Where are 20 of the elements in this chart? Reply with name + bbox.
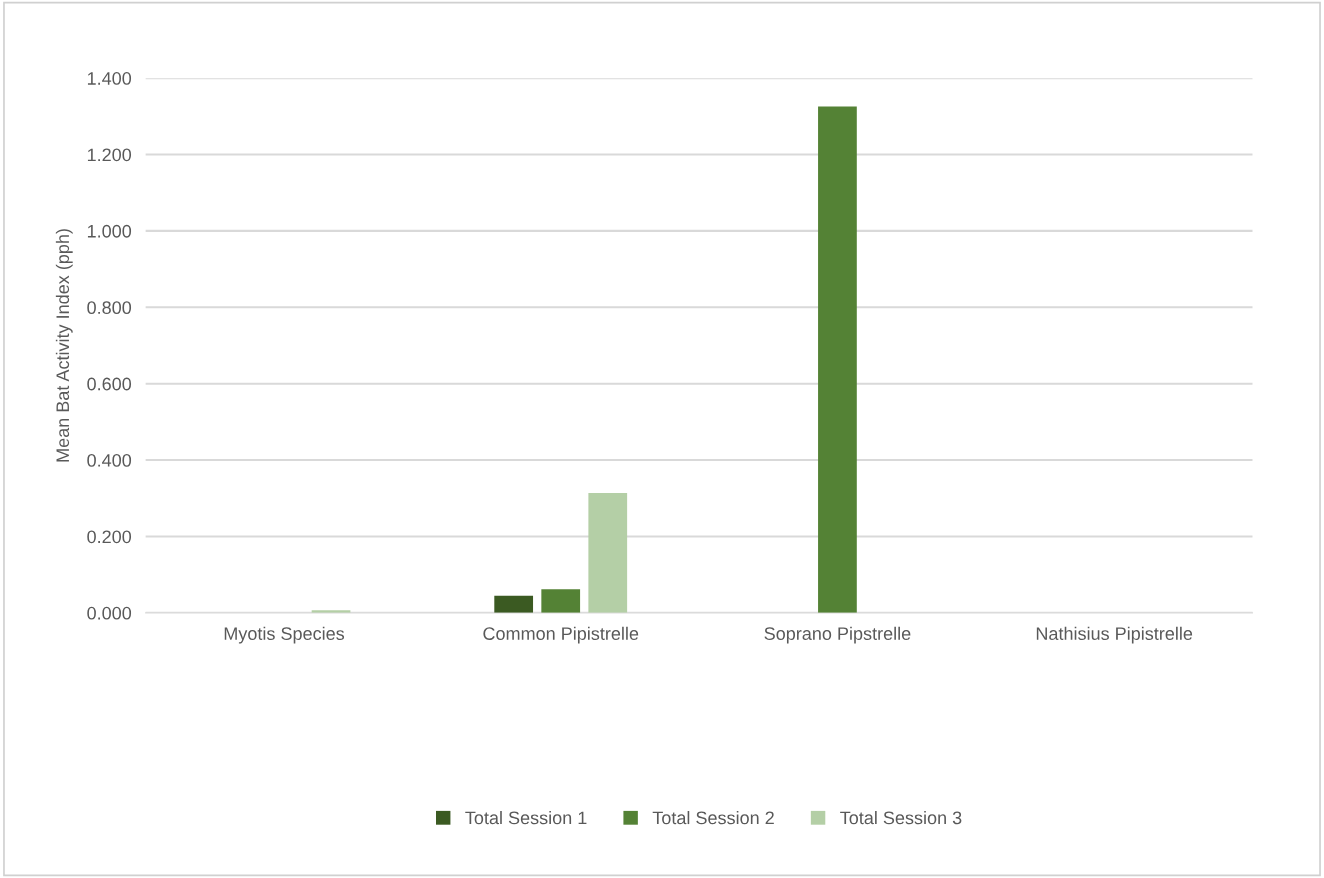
y-tick-label: 0.600 (87, 377, 132, 391)
y-tick-label: 0.400 (87, 454, 132, 467)
bar (588, 492, 628, 613)
y-tick-label: 0.000 (87, 606, 132, 620)
x-tick-label: Soprano Pipstrelle (764, 626, 911, 644)
x-tick-label: Nathisius Pipistrelle (1036, 626, 1193, 644)
legend-label: Total Session 2 (652, 810, 774, 825)
legend-label: Total Session 3 (840, 810, 962, 825)
legend-label: Total Session 1 (465, 810, 587, 825)
bar (818, 106, 857, 613)
y-tick-label: 1.400 (87, 72, 132, 85)
x-tick-label: Common Pipistrelle (483, 626, 639, 644)
y-tick-label: 0.800 (87, 301, 132, 315)
y-tick-label: 1.000 (87, 224, 132, 238)
y-tick-label: 0.200 (87, 530, 132, 544)
bar (541, 589, 581, 613)
bar (494, 595, 534, 613)
x-tick-label: Myotis Species (224, 626, 345, 644)
y-tick-label: 1.200 (87, 148, 132, 162)
y-axis-title: Mean Bat Activity Index (pph) (55, 229, 73, 462)
